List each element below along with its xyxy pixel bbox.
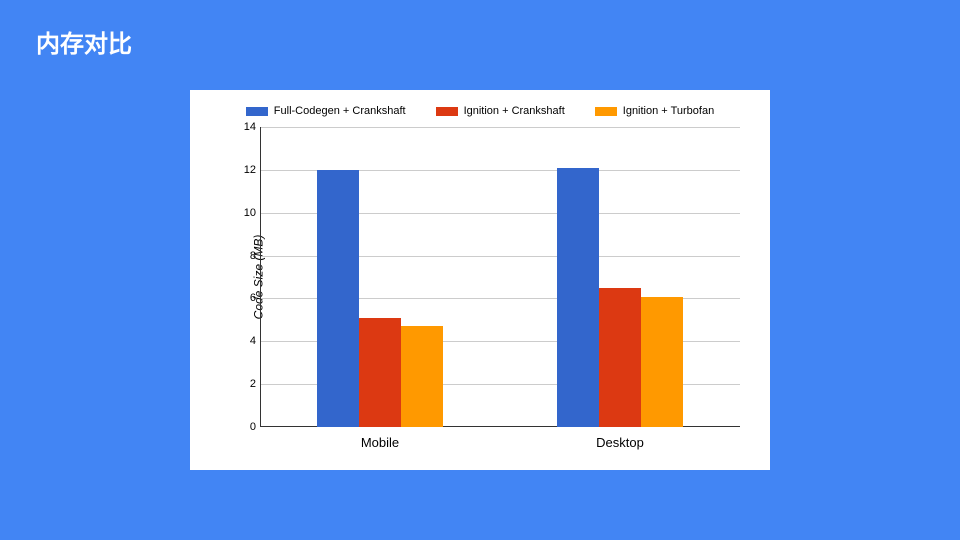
legend-item: Ignition + Turbofan: [595, 105, 714, 117]
legend-item: Ignition + Crankshaft: [436, 105, 565, 117]
x-axis-label: Desktop: [596, 435, 644, 450]
legend-label: Full-Codegen + Crankshaft: [274, 105, 406, 117]
y-tick-label: 4: [236, 335, 256, 347]
legend-swatch: [595, 107, 617, 116]
y-tick-label: 2: [236, 378, 256, 390]
x-axis-label: Mobile: [361, 435, 399, 450]
bars-layer: [260, 127, 740, 427]
x-labels: Mobile Desktop: [260, 435, 740, 455]
chart-container: Full-Codegen + Crankshaft Ignition + Cran…: [190, 90, 770, 470]
bar: [359, 318, 401, 427]
y-tick-label: 14: [236, 121, 256, 133]
bar: [317, 170, 359, 427]
slide-title: 内存对比: [36, 24, 132, 59]
bar: [599, 288, 641, 427]
legend-swatch: [246, 107, 268, 116]
y-tick-label: 8: [236, 250, 256, 262]
y-tick-label: 6: [236, 292, 256, 304]
y-tick-label: 10: [236, 207, 256, 219]
legend: Full-Codegen + Crankshaft Ignition + Cran…: [210, 105, 750, 117]
y-tick-label: 0: [236, 421, 256, 433]
legend-item: Full-Codegen + Crankshaft: [246, 105, 406, 117]
legend-label: Ignition + Turbofan: [623, 105, 714, 117]
bar: [401, 326, 443, 427]
y-tick-label: 12: [236, 164, 256, 176]
bar: [641, 297, 683, 427]
bar: [557, 168, 599, 427]
plot-area: Code Size (MB) 02468101214: [260, 127, 740, 427]
legend-swatch: [436, 107, 458, 116]
legend-label: Ignition + Crankshaft: [464, 105, 565, 117]
